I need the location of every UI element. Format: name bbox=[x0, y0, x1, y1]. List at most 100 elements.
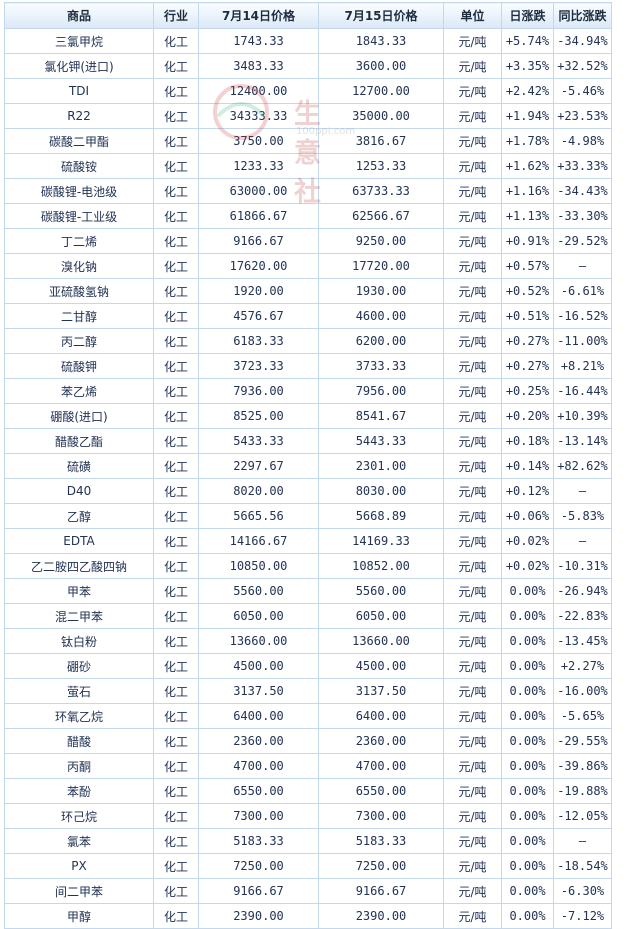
price-jul14-cell: 5665.56 bbox=[198, 503, 319, 529]
yoy-change-cell: +33.33% bbox=[553, 153, 612, 179]
table-row: 碳酸锂-电池级 化工 63000.00 63733.33 元/吨 +1.16% -34.43… bbox=[4, 178, 612, 204]
product-name-cell[interactable]: 丙二醇 bbox=[4, 328, 154, 354]
product-name-cell[interactable]: 间二甲苯 bbox=[4, 878, 154, 904]
table-header-row: 商品 行业 7月14日价格 7月15日价格 单位 日涨跌 同比涨跌 bbox=[4, 2, 612, 29]
product-name-cell[interactable]: R22 bbox=[4, 103, 154, 129]
table-row: 萤石 化工 3137.50 3137.50 元/吨 0.00% -16.00% bbox=[4, 678, 612, 704]
yoy-change-cell: -34.43% bbox=[553, 178, 612, 204]
unit-cell: 元/吨 bbox=[443, 803, 502, 829]
yoy-change-cell: -29.55% bbox=[553, 728, 612, 754]
product-name-cell[interactable]: 萤石 bbox=[4, 678, 154, 704]
price-jul14-cell: 8020.00 bbox=[198, 478, 319, 504]
daily-change-cell: 0.00% bbox=[501, 678, 554, 704]
price-jul15-cell: 14169.33 bbox=[318, 528, 444, 554]
industry-cell: 化工 bbox=[153, 578, 199, 604]
industry-cell: 化工 bbox=[153, 678, 199, 704]
unit-cell: 元/吨 bbox=[443, 378, 502, 404]
price-jul15-cell: 17720.00 bbox=[318, 253, 444, 279]
table-row: 苯酚 化工 6550.00 6550.00 元/吨 0.00% -19.88% bbox=[4, 778, 612, 804]
industry-cell: 化工 bbox=[153, 653, 199, 679]
table-row: EDTA 化工 14166.67 14169.33 元/吨 +0.02% — bbox=[4, 528, 612, 554]
product-name-cell[interactable]: 苯酚 bbox=[4, 778, 154, 804]
industry-cell: 化工 bbox=[153, 528, 199, 554]
product-name-cell[interactable]: 钛白粉 bbox=[4, 628, 154, 654]
product-name-cell[interactable]: 硼酸(进口) bbox=[4, 403, 154, 429]
yoy-change-cell: +2.27% bbox=[553, 653, 612, 679]
unit-cell: 元/吨 bbox=[443, 528, 502, 554]
product-name-cell[interactable]: 丙酮 bbox=[4, 753, 154, 779]
unit-cell: 元/吨 bbox=[443, 703, 502, 729]
price-jul14-cell: 5183.33 bbox=[198, 828, 319, 854]
industry-cell: 化工 bbox=[153, 478, 199, 504]
price-jul15-cell: 6400.00 bbox=[318, 703, 444, 729]
industry-cell: 化工 bbox=[153, 278, 199, 304]
product-name-cell[interactable]: 醋酸 bbox=[4, 728, 154, 754]
product-name-cell[interactable]: 硼砂 bbox=[4, 653, 154, 679]
product-name-cell[interactable]: 氯化钾(进口) bbox=[4, 53, 154, 79]
product-name-cell[interactable]: 硫酸铵 bbox=[4, 153, 154, 179]
price-jul14-cell: 14166.67 bbox=[198, 528, 319, 554]
product-name-cell[interactable]: 甲醇 bbox=[4, 903, 154, 929]
product-name-cell[interactable]: 苯乙烯 bbox=[4, 378, 154, 404]
price-jul15-cell: 3600.00 bbox=[318, 53, 444, 79]
product-name-cell[interactable]: 碳酸锂-电池级 bbox=[4, 178, 154, 204]
product-name-cell[interactable]: 三氯甲烷 bbox=[4, 28, 154, 54]
price-jul15-cell: 1930.00 bbox=[318, 278, 444, 304]
daily-change-cell: 0.00% bbox=[501, 903, 554, 929]
table-row: TDI 化工 12400.00 12700.00 元/吨 +2.42% -5.46% bbox=[4, 78, 612, 104]
yoy-change-cell: +32.52% bbox=[553, 53, 612, 79]
daily-change-cell: +0.06% bbox=[501, 503, 554, 529]
product-name-cell[interactable]: 醋酸乙酯 bbox=[4, 428, 154, 454]
yoy-change-cell: -34.94% bbox=[553, 28, 612, 54]
product-name-cell[interactable]: 乙醇 bbox=[4, 503, 154, 529]
product-name-cell[interactable]: 氯苯 bbox=[4, 828, 154, 854]
industry-cell: 化工 bbox=[153, 178, 199, 204]
unit-cell: 元/吨 bbox=[443, 678, 502, 704]
price-jul15-cell: 5560.00 bbox=[318, 578, 444, 604]
industry-cell: 化工 bbox=[153, 728, 199, 754]
yoy-change-cell: -10.31% bbox=[553, 553, 612, 579]
product-name-cell[interactable]: 硫酸钾 bbox=[4, 353, 154, 379]
price-jul15-cell: 3137.50 bbox=[318, 678, 444, 704]
product-name-cell[interactable]: D40 bbox=[4, 478, 154, 504]
yoy-change-cell: -11.00% bbox=[553, 328, 612, 354]
yoy-change-cell: -12.05% bbox=[553, 803, 612, 829]
price-jul15-cell: 4600.00 bbox=[318, 303, 444, 329]
yoy-change-cell: -16.00% bbox=[553, 678, 612, 704]
price-jul14-cell: 9166.67 bbox=[198, 228, 319, 254]
industry-cell: 化工 bbox=[153, 603, 199, 629]
price-jul14-cell: 7250.00 bbox=[198, 853, 319, 879]
daily-change-cell: +0.14% bbox=[501, 453, 554, 479]
price-jul14-cell: 4576.67 bbox=[198, 303, 319, 329]
yoy-change-cell: -5.83% bbox=[553, 503, 612, 529]
product-name-cell[interactable]: 硫磺 bbox=[4, 453, 154, 479]
unit-cell: 元/吨 bbox=[443, 903, 502, 929]
product-name-cell[interactable]: TDI bbox=[4, 78, 154, 104]
product-name-cell[interactable]: 环己烷 bbox=[4, 803, 154, 829]
table-body: 三氯甲烷 化工 1743.33 1843.33 元/吨 +5.74% -34.94% 氯化钾(… bbox=[4, 28, 612, 929]
table-row: 氯化钾(进口) 化工 3483.33 3600.00 元/吨 +3.35% +32.52% bbox=[4, 53, 612, 79]
product-name-cell[interactable]: 乙二胺四乙酸四钠 bbox=[4, 553, 154, 579]
product-name-cell[interactable]: 混二甲苯 bbox=[4, 603, 154, 629]
product-name-cell[interactable]: 环氧乙烷 bbox=[4, 703, 154, 729]
unit-cell: 元/吨 bbox=[443, 403, 502, 429]
daily-change-cell: +0.57% bbox=[501, 253, 554, 279]
unit-cell: 元/吨 bbox=[443, 628, 502, 654]
unit-cell: 元/吨 bbox=[443, 853, 502, 879]
product-name-cell[interactable]: 二甘醇 bbox=[4, 303, 154, 329]
unit-cell: 元/吨 bbox=[443, 128, 502, 154]
product-name-cell[interactable]: 亚硫酸氢钠 bbox=[4, 278, 154, 304]
product-name-cell[interactable]: 丁二烯 bbox=[4, 228, 154, 254]
table-row: 环氧乙烷 化工 6400.00 6400.00 元/吨 0.00% -5.65% bbox=[4, 703, 612, 729]
yoy-change-cell: — bbox=[553, 528, 612, 554]
daily-change-cell: +0.52% bbox=[501, 278, 554, 304]
product-name-cell[interactable]: PX bbox=[4, 853, 154, 879]
product-name-cell[interactable]: 碳酸锂-工业级 bbox=[4, 203, 154, 229]
product-name-cell[interactable]: EDTA bbox=[4, 528, 154, 554]
unit-cell: 元/吨 bbox=[443, 503, 502, 529]
price-jul15-cell: 8030.00 bbox=[318, 478, 444, 504]
product-name-cell[interactable]: 碳酸二甲酯 bbox=[4, 128, 154, 154]
product-name-cell[interactable]: 甲苯 bbox=[4, 578, 154, 604]
industry-cell: 化工 bbox=[153, 78, 199, 104]
product-name-cell[interactable]: 溴化钠 bbox=[4, 253, 154, 279]
